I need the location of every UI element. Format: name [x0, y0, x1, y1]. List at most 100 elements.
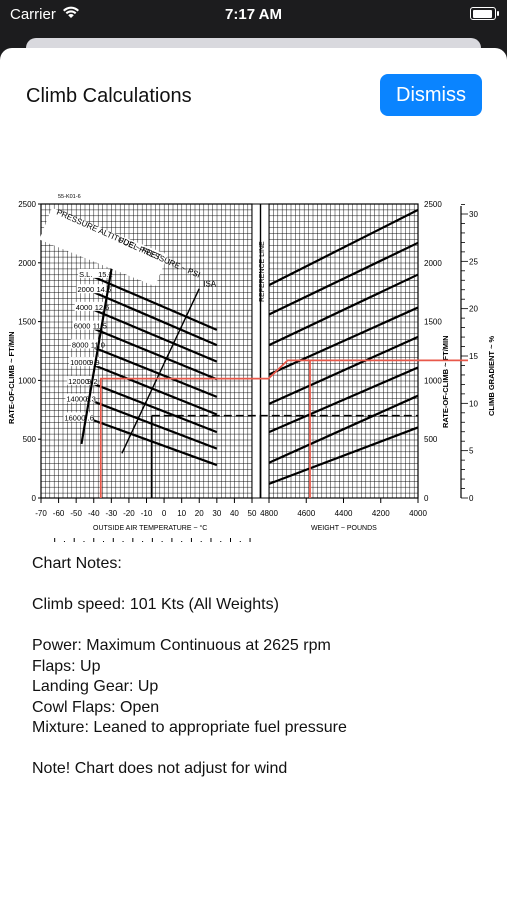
left-axis-tick-label: 2500: [18, 200, 36, 209]
mid-axis-tick-label: 2000: [424, 259, 442, 268]
altitude-label-bg: [70, 339, 101, 349]
mid-axis-label: RATE-OF-CLIMB ~ FT/MIN: [441, 335, 450, 428]
weight-axis-label: WEIGHT ~ POUNDS: [311, 525, 377, 532]
chart-code: 55-K01-6: [58, 194, 81, 200]
mid-axis-tick-label: 1000: [424, 376, 442, 385]
altitude-label-bg: [72, 320, 103, 330]
pressure-altitude-line: [80, 239, 118, 445]
temp-c-tick-label: 30: [212, 509, 221, 518]
climb-calculations-sheet: Climb Calculations Dismiss REFERENCE LIN…: [0, 48, 507, 900]
altitude-label-bg: [69, 357, 100, 367]
weight-line: [268, 273, 419, 347]
mid-axis-tick-label: 1500: [424, 318, 442, 327]
weight-tick-label: 4200: [372, 509, 390, 518]
wifi-icon: [63, 6, 79, 18]
altitude-label: 6000: [74, 322, 91, 331]
altitude-label: 12000: [68, 377, 89, 386]
temp-c-tick-label: -60: [53, 509, 65, 518]
temp-c-tick-label: 40: [230, 509, 239, 518]
sheet-title: Climb Calculations: [26, 85, 192, 107]
altitude-label: 2000: [78, 285, 95, 294]
altitude-label-bg: [76, 284, 107, 294]
weight-line: [268, 335, 419, 405]
isa-line: [121, 288, 200, 454]
altitude-line: [93, 308, 218, 363]
note-line: Flaps: Up: [32, 657, 101, 675]
temp-c-tick-label: 50: [248, 509, 257, 518]
weight-tick-label: 4000: [409, 509, 427, 518]
left-axis-tick-label: 0: [32, 494, 37, 503]
altitude-line: [93, 382, 218, 434]
altitude-line: [93, 419, 218, 467]
status-bar: Carrier 7:17 AM: [0, 0, 507, 30]
fuel-psi-label: 12.6: [95, 303, 110, 312]
left-axis-label: RATE-OF-CLIMB ~ FT/MIN: [7, 331, 16, 424]
weight-tick-label: 4600: [297, 509, 315, 518]
notes-spacer: [32, 575, 492, 596]
fuel-psi-label: 7.6: [83, 413, 93, 422]
note-line: Cowl Flaps: Open: [32, 698, 160, 716]
isa-label: ISA: [203, 280, 217, 289]
altitude-label-bg: [74, 301, 105, 311]
mid-axis-tick-label: 500: [424, 435, 438, 444]
chart-notes: Chart Notes: Climb speed: 101 Kts (All We…: [32, 554, 492, 780]
altitude-label-bg: [65, 393, 96, 403]
altitude-label: 16000: [64, 413, 85, 422]
temp-c-axis-label: OUTSIDE AIR TEMPERATURE ~ °C: [93, 524, 207, 532]
status-time: 7:17 AM: [225, 6, 282, 23]
gradient-axis-label: CLIMB GRADIENT ~ %: [487, 335, 496, 416]
temp-c-tick-label: 20: [195, 509, 204, 518]
note-line: Chart Notes:: [32, 555, 122, 572]
altitude-label: S.L.: [79, 270, 92, 279]
temp-c-tick-label: -30: [106, 509, 118, 518]
climb-performance-chart: REFERENCE LINE 2500 2000 1500 1000 500 0 RATE-O…: [0, 142, 507, 577]
weight-line: [268, 208, 419, 287]
dismiss-button[interactable]: Dismiss: [380, 74, 482, 116]
temp-c-tick-label: 10: [177, 509, 186, 518]
note-line: Power: Maximum Continuous at 2625 rpm: [32, 637, 331, 654]
weight-line: [268, 241, 419, 316]
fuel-psi-label: 8.3: [85, 395, 95, 404]
temp-c-tick-label: -40: [88, 509, 100, 518]
altitude-label-bg: [67, 375, 98, 385]
temp-c-tick-label: -20: [123, 509, 135, 518]
note-line: Mixture: Leaned to appropriate fuel pres…: [32, 719, 347, 736]
note-line: Note! Chart does not adjust for wind: [32, 760, 288, 777]
fuel-psi-label: 11.5: [93, 322, 107, 331]
chart-svg: REFERENCE LINE25002000150010005000RATE-O…: [7, 194, 496, 577]
left-axis-tick-label: 500: [23, 435, 37, 444]
weight-line: [268, 366, 419, 434]
fuel-psi-label: 15.2: [98, 270, 113, 279]
altitude-label: 10000: [70, 358, 91, 367]
temp-c-tick-label: -70: [35, 509, 47, 518]
left-axis-tick-label: 1500: [18, 318, 36, 327]
altitude-label: 8000: [72, 340, 89, 349]
altitude-label-bg: [63, 412, 94, 422]
header-label-bg: [39, 208, 168, 287]
mid-axis-tick-label: 2500: [424, 200, 442, 209]
altitude-label: 4000: [76, 303, 93, 312]
altitude-line: [93, 364, 218, 416]
altitude-line: [93, 327, 218, 381]
fuel-psi-label: 14.5: [97, 285, 112, 294]
gradient-axis-tick-label: 30: [469, 210, 478, 219]
gradient-axis-tick-label: 20: [469, 305, 478, 314]
temp-c-tick-label: -50: [70, 509, 82, 518]
altitude-line: [93, 275, 218, 331]
temp-c-tick-label: 0: [162, 509, 167, 518]
note-line: Climb speed: 101 Kts (All Weights): [32, 596, 279, 613]
battery-icon: [470, 7, 499, 20]
gradient-axis-tick-label: 10: [469, 399, 478, 408]
weight-tick-label: 4400: [335, 509, 353, 518]
notes-spacer: [32, 616, 492, 637]
temp-c-tick-label: -10: [141, 509, 153, 518]
left-axis-tick-label: 1000: [18, 376, 36, 385]
altitude-label-bg: [78, 268, 109, 278]
weight-tick-label: 4800: [260, 509, 278, 518]
left-axis-tick-label: 2000: [18, 259, 36, 268]
weight-line: [268, 426, 419, 485]
gradient-axis-tick-label: 5: [469, 447, 474, 456]
altitude-line: [93, 400, 218, 450]
weight-line: [268, 394, 419, 464]
altitude-line: [93, 346, 218, 398]
